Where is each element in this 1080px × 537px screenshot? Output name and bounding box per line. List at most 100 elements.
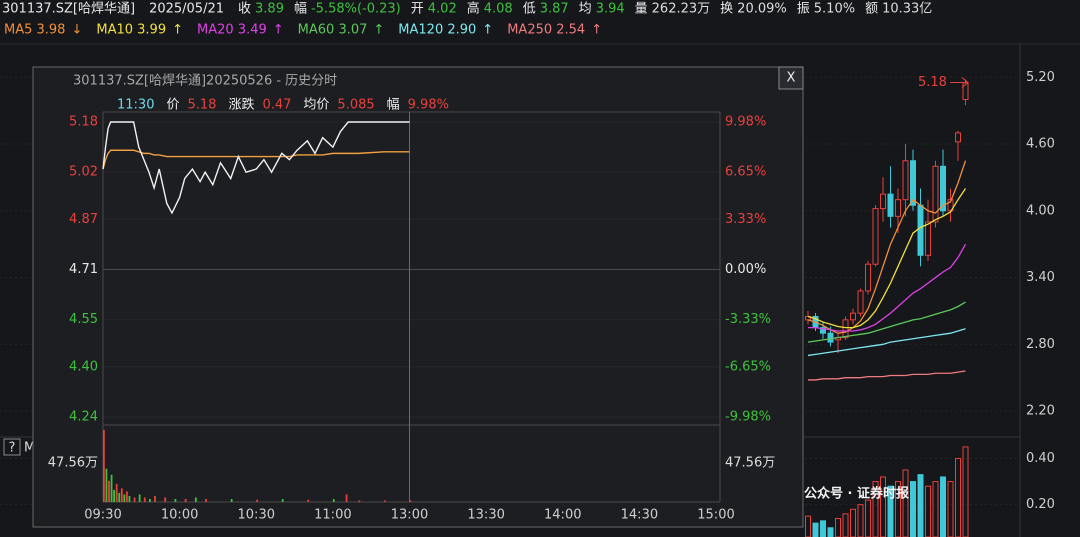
- candle-body: [827, 332, 834, 343]
- symbol: 301137.SZ[哈焊华通]: [2, 1, 135, 17]
- volume-bar: [138, 494, 141, 502]
- field-value: 3.94: [596, 2, 625, 17]
- volume-bar: [133, 497, 136, 502]
- volume-bar: [184, 498, 187, 502]
- x-tick-label: 09:30: [84, 508, 121, 523]
- info-price: 5.18: [187, 98, 216, 113]
- ma-arrow: ↓: [71, 23, 82, 38]
- avg-line: [102, 149, 410, 170]
- y-tick-label: 5.20: [1026, 70, 1055, 85]
- info-change: 0.47: [262, 98, 291, 113]
- volume-bar: [358, 500, 361, 502]
- field-label: 换: [720, 2, 733, 17]
- field-label: 额: [865, 2, 878, 17]
- ma-label: MA250 2.54: [507, 23, 585, 38]
- close-icon[interactable]: X: [787, 71, 796, 86]
- volume-bar: [194, 497, 197, 502]
- y-tick-label: 0.40: [1026, 451, 1055, 466]
- ma-arrow: ↑: [273, 23, 284, 38]
- x-tick-label: 13:30: [467, 508, 504, 523]
- field-label: 振: [797, 2, 810, 17]
- volume-bar: [307, 499, 310, 502]
- volume-bar: [842, 513, 849, 537]
- y-tick-label: 4.60: [1026, 137, 1055, 152]
- field-value: -5.58%(-0.23): [311, 2, 401, 17]
- candle-body: [872, 208, 879, 265]
- volume-bar: [895, 481, 901, 537]
- volume-bar: [164, 497, 167, 502]
- close-button[interactable]: [778, 66, 804, 90]
- volume-bar: [409, 500, 412, 502]
- volume-bar: [345, 494, 348, 502]
- candle-body: [880, 193, 886, 210]
- volume-bar: [256, 499, 259, 502]
- volume-bar: [113, 489, 116, 502]
- volume-bar: [880, 476, 886, 537]
- popup-window: 301137.SZ[哈焊华通]20250526 - 历史分时 X 11:30 价 5.1…: [32, 66, 804, 528]
- volume-bar: [955, 457, 961, 537]
- info-avg: 5.085: [337, 98, 374, 113]
- y-tick-label: 4.87: [69, 212, 98, 227]
- ma-line: [808, 370, 966, 381]
- y-tick-label: 4.00: [1026, 203, 1055, 218]
- field-value: 3.89: [255, 2, 284, 17]
- x-tick-label: 15:00: [697, 508, 734, 523]
- volume-bar: [174, 498, 177, 502]
- ma-line: [808, 243, 967, 332]
- volume-bar: [910, 481, 916, 537]
- y-tick-label: 5.18: [69, 115, 98, 130]
- field-label: 量: [635, 2, 648, 17]
- watermark: 公众号 · 证券时报: [804, 486, 910, 502]
- volume-bar: [230, 498, 233, 502]
- volume-bar: [154, 495, 156, 502]
- info-pct-label: 幅: [387, 98, 400, 113]
- volume-bar: [281, 498, 284, 502]
- help-button[interactable]: [3, 438, 21, 456]
- volume-bar: [805, 515, 811, 537]
- volume-bar: [887, 485, 894, 537]
- y-tick-label: 4.40: [69, 359, 98, 374]
- volume-bar: [205, 498, 207, 502]
- info-price-label: 价: [166, 98, 179, 113]
- candle-body: [902, 160, 909, 201]
- info-avg-label: 均价: [303, 98, 329, 113]
- ma-arrow: ↑: [172, 23, 183, 38]
- x-tick-label: 13:00: [391, 508, 428, 523]
- y-tick-label: 4.71: [69, 262, 98, 277]
- candle-body: [887, 193, 894, 217]
- pct-tick-label: 0.00%: [725, 262, 766, 277]
- help-icon: ?: [9, 441, 16, 456]
- ma-line: [807, 301, 966, 343]
- volume-bar: [110, 474, 113, 502]
- volume-bar: [120, 488, 123, 502]
- volume-bar: [820, 520, 826, 537]
- volume-bar: [148, 498, 151, 502]
- field-value: 5.10%: [814, 2, 855, 17]
- x-tick-label: 10:00: [161, 508, 198, 523]
- pct-tick-label: 9.98%: [725, 115, 766, 130]
- volume-bar: [125, 491, 128, 502]
- volume-bar: [383, 500, 386, 502]
- volume-bar: [128, 495, 131, 502]
- candle-body: [850, 312, 856, 321]
- ma-line: [807, 160, 967, 334]
- ma-arrow: ↑: [373, 23, 384, 38]
- volume-bar: [940, 476, 946, 537]
- volume-bar: [872, 481, 879, 537]
- candle-body: [962, 82, 969, 101]
- candle-body: [917, 204, 924, 256]
- field-value: 10.33亿: [882, 2, 932, 17]
- y-tick-label: 5.02: [69, 165, 98, 180]
- indicator-label: M: [24, 441, 35, 456]
- volume-tick-label: 47.56万: [48, 456, 98, 471]
- y-tick-label: 0.20: [1026, 497, 1055, 512]
- pct-tick-label: -3.33%: [725, 312, 771, 327]
- x-tick-label: 14:00: [544, 508, 581, 523]
- pct-tick-label: -6.65%: [725, 359, 771, 374]
- volume-bar: [812, 522, 819, 537]
- ma-line: [807, 328, 966, 357]
- volume-bar: [108, 480, 110, 502]
- pct-tick-label: 6.65%: [725, 165, 766, 180]
